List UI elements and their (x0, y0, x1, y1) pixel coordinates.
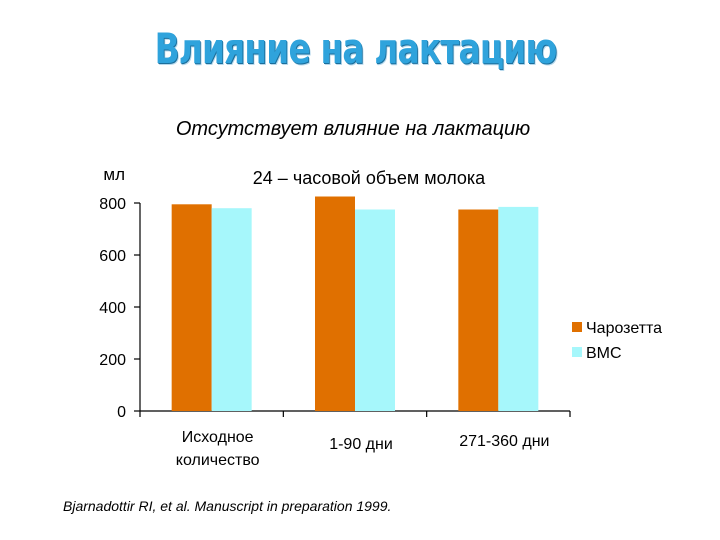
slide-title: Влияние на лактацию (154, 24, 558, 73)
legend-label: ВМС (586, 345, 622, 362)
legend-label: Чарозетта (586, 320, 662, 337)
slide-subtitle: Отсутствует влияние на лактацию (175, 118, 531, 140)
bar-charozetta (171, 204, 212, 411)
bar-vms (211, 208, 252, 411)
bar-charozetta (458, 209, 499, 411)
bar-vms (498, 206, 539, 411)
chart-title: 24 – часовой объем молока (253, 168, 486, 188)
citation: Bjarnadottir RI, et al. Manuscript in pr… (63, 498, 392, 514)
legend-swatch (572, 347, 582, 357)
y-tick-label: 400 (99, 300, 126, 317)
y-tick-label: 800 (99, 196, 126, 213)
x-category-label: Исходное (182, 429, 254, 446)
bar-vms (355, 209, 395, 411)
x-category-label: количество (176, 452, 260, 469)
x-category-label: 271-360 дни (459, 433, 549, 450)
y-tick-label: 200 (99, 352, 126, 369)
bar-charozetta (315, 196, 355, 411)
x-category-label: 1-90 дни (329, 436, 393, 453)
y-axis-label: мл (103, 165, 125, 184)
legend-swatch (572, 322, 582, 332)
y-tick-label: 0 (117, 404, 126, 421)
y-tick-label: 600 (99, 248, 126, 265)
